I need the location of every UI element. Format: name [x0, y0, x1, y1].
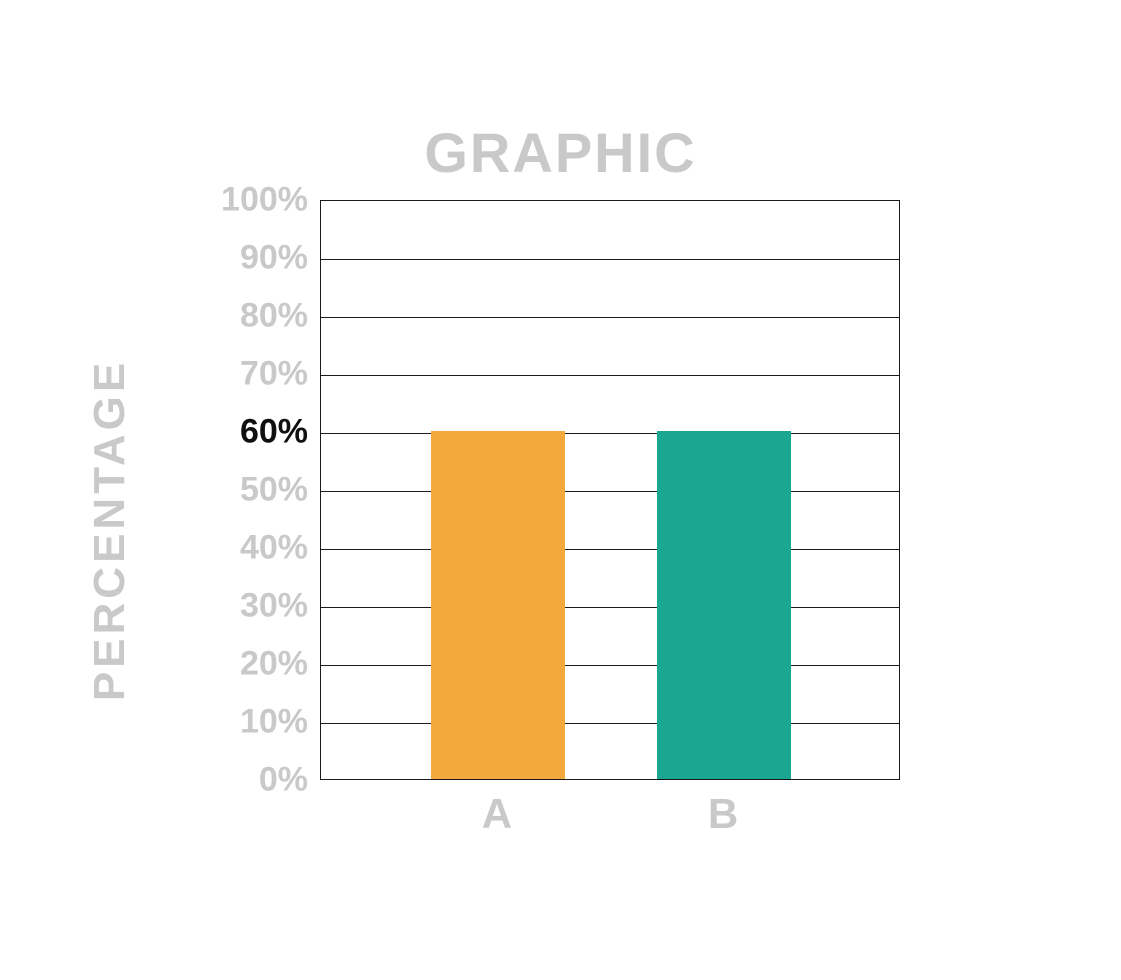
y-tick-label: 80% [200, 297, 308, 336]
plot-area [320, 200, 900, 780]
y-tick-label: 50% [200, 471, 308, 510]
y-tick-label: 30% [200, 587, 308, 626]
bar-b [657, 431, 790, 779]
y-tick-label: 10% [200, 703, 308, 742]
gridline [321, 491, 899, 492]
gridline [321, 607, 899, 608]
gridline [321, 723, 899, 724]
gridline [321, 317, 899, 318]
x-tick-label: A [482, 790, 512, 838]
y-tick-label: 90% [200, 239, 308, 278]
gridline [321, 259, 899, 260]
y-tick-label: 60% [200, 413, 308, 452]
chart-container: GRAPHIC PERCENTAGE 100% 90% 80% 70% 60% 50% 40… [0, 0, 1121, 980]
bar-a [431, 431, 564, 779]
gridline [321, 549, 899, 550]
y-tick-label: 100% [200, 181, 308, 220]
gridline [321, 375, 899, 376]
x-tick-label: B [708, 790, 738, 838]
y-tick-label: 40% [200, 529, 308, 568]
y-axis-label: PERCENTAGE [85, 359, 135, 701]
gridline [321, 665, 899, 666]
y-tick-label: 20% [200, 645, 308, 684]
y-tick-label: 0% [200, 761, 308, 800]
gridline [321, 433, 899, 434]
chart-title: GRAPHIC [0, 120, 1121, 185]
y-tick-label: 70% [200, 355, 308, 394]
